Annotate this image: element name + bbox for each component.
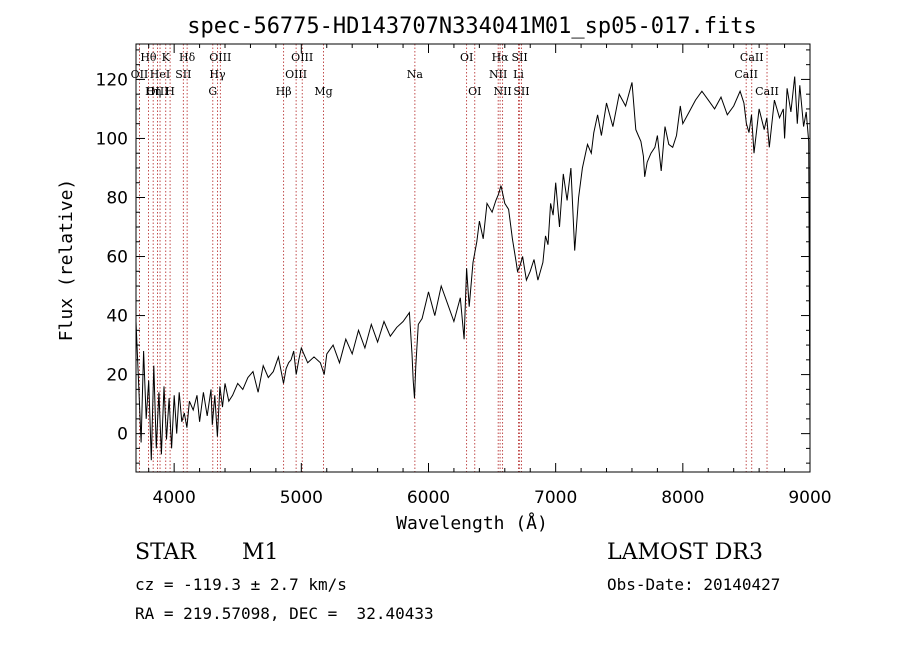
line-label-10: Hγ	[209, 68, 226, 81]
line-label-14: Hβ	[276, 85, 292, 98]
plot-frame	[135, 43, 811, 473]
y-tick-label-0: 0	[117, 425, 128, 445]
line-label-22: Li	[513, 68, 524, 81]
line-label-0: Hθ	[140, 51, 157, 64]
line-label-26: CaII	[734, 68, 758, 81]
x-axis-ticks: 4000 5000 6000 7000 8000 9000	[148, 44, 832, 508]
x-axis-label: Wavelength (Å)	[396, 512, 548, 534]
y-tick-label-6: 120	[96, 70, 128, 90]
x-tick-label-5: 9000	[788, 488, 831, 508]
line-label-15: Mg	[314, 85, 332, 98]
survey-name: LAMOST DR3	[607, 540, 763, 565]
y-tick-label-4: 80	[106, 188, 128, 208]
x-tick-label-2: 6000	[407, 488, 450, 508]
line-label-13: OIII	[285, 68, 307, 81]
line-label-11: G	[208, 85, 217, 98]
line-label-3: K	[162, 51, 171, 64]
line-label-9: OIII	[209, 51, 231, 64]
line-label-7: H	[165, 85, 175, 98]
y-tick-label-3: 60	[106, 248, 128, 268]
y-tick-label-5: 100	[96, 129, 128, 149]
line-label-4: HeI	[150, 68, 170, 81]
line-label-19: Hα	[492, 51, 510, 64]
spectrum-series-line	[135, 76, 811, 461]
y-tick-label-2: 40	[106, 307, 128, 327]
line-label-16: Na	[407, 68, 424, 81]
y-axis-label: Flux (relative)	[56, 179, 77, 342]
x-tick-label-4: 8000	[661, 488, 704, 508]
obs-date: Obs-Date: 20140427	[607, 575, 781, 594]
line-label-12: OIII	[291, 51, 313, 64]
line-label-18: OI	[468, 85, 481, 98]
object-type: STAR	[135, 540, 196, 565]
y-tick-label-1: 20	[106, 366, 128, 386]
line-label-8: Hδ	[179, 51, 196, 64]
line-label-21: NII	[489, 68, 507, 81]
x-tick-label-0: 4000	[153, 488, 196, 508]
line-label-27: CaII	[755, 85, 779, 98]
line-label-1: OII	[131, 68, 149, 81]
line-markers	[139, 44, 768, 472]
coordinates: RA = 219.57098, DEC = 32.40433	[135, 604, 434, 623]
line-label-20: SII	[512, 51, 528, 64]
object-subclass: M1	[242, 540, 279, 565]
line-label-5: Hη	[145, 85, 161, 98]
x-tick-label-1: 5000	[280, 488, 323, 508]
line-label-2: OIII	[146, 85, 168, 98]
line-label-23: NII	[493, 85, 511, 98]
line-label-24: SII	[513, 85, 529, 98]
chart-title: spec-56775-HD143707N334041M01_sp05-017.f…	[187, 14, 757, 39]
line-label-17: OI	[460, 51, 473, 64]
line-label-25: CaII	[740, 51, 764, 64]
redshift-text: cz = -119.3 ± 2.7 km/s	[135, 575, 347, 594]
line-label-6: SII	[175, 68, 191, 81]
y-axis-ticks: 0 20 40 60 80 100 120	[96, 49, 810, 464]
x-tick-label-3: 7000	[534, 488, 577, 508]
